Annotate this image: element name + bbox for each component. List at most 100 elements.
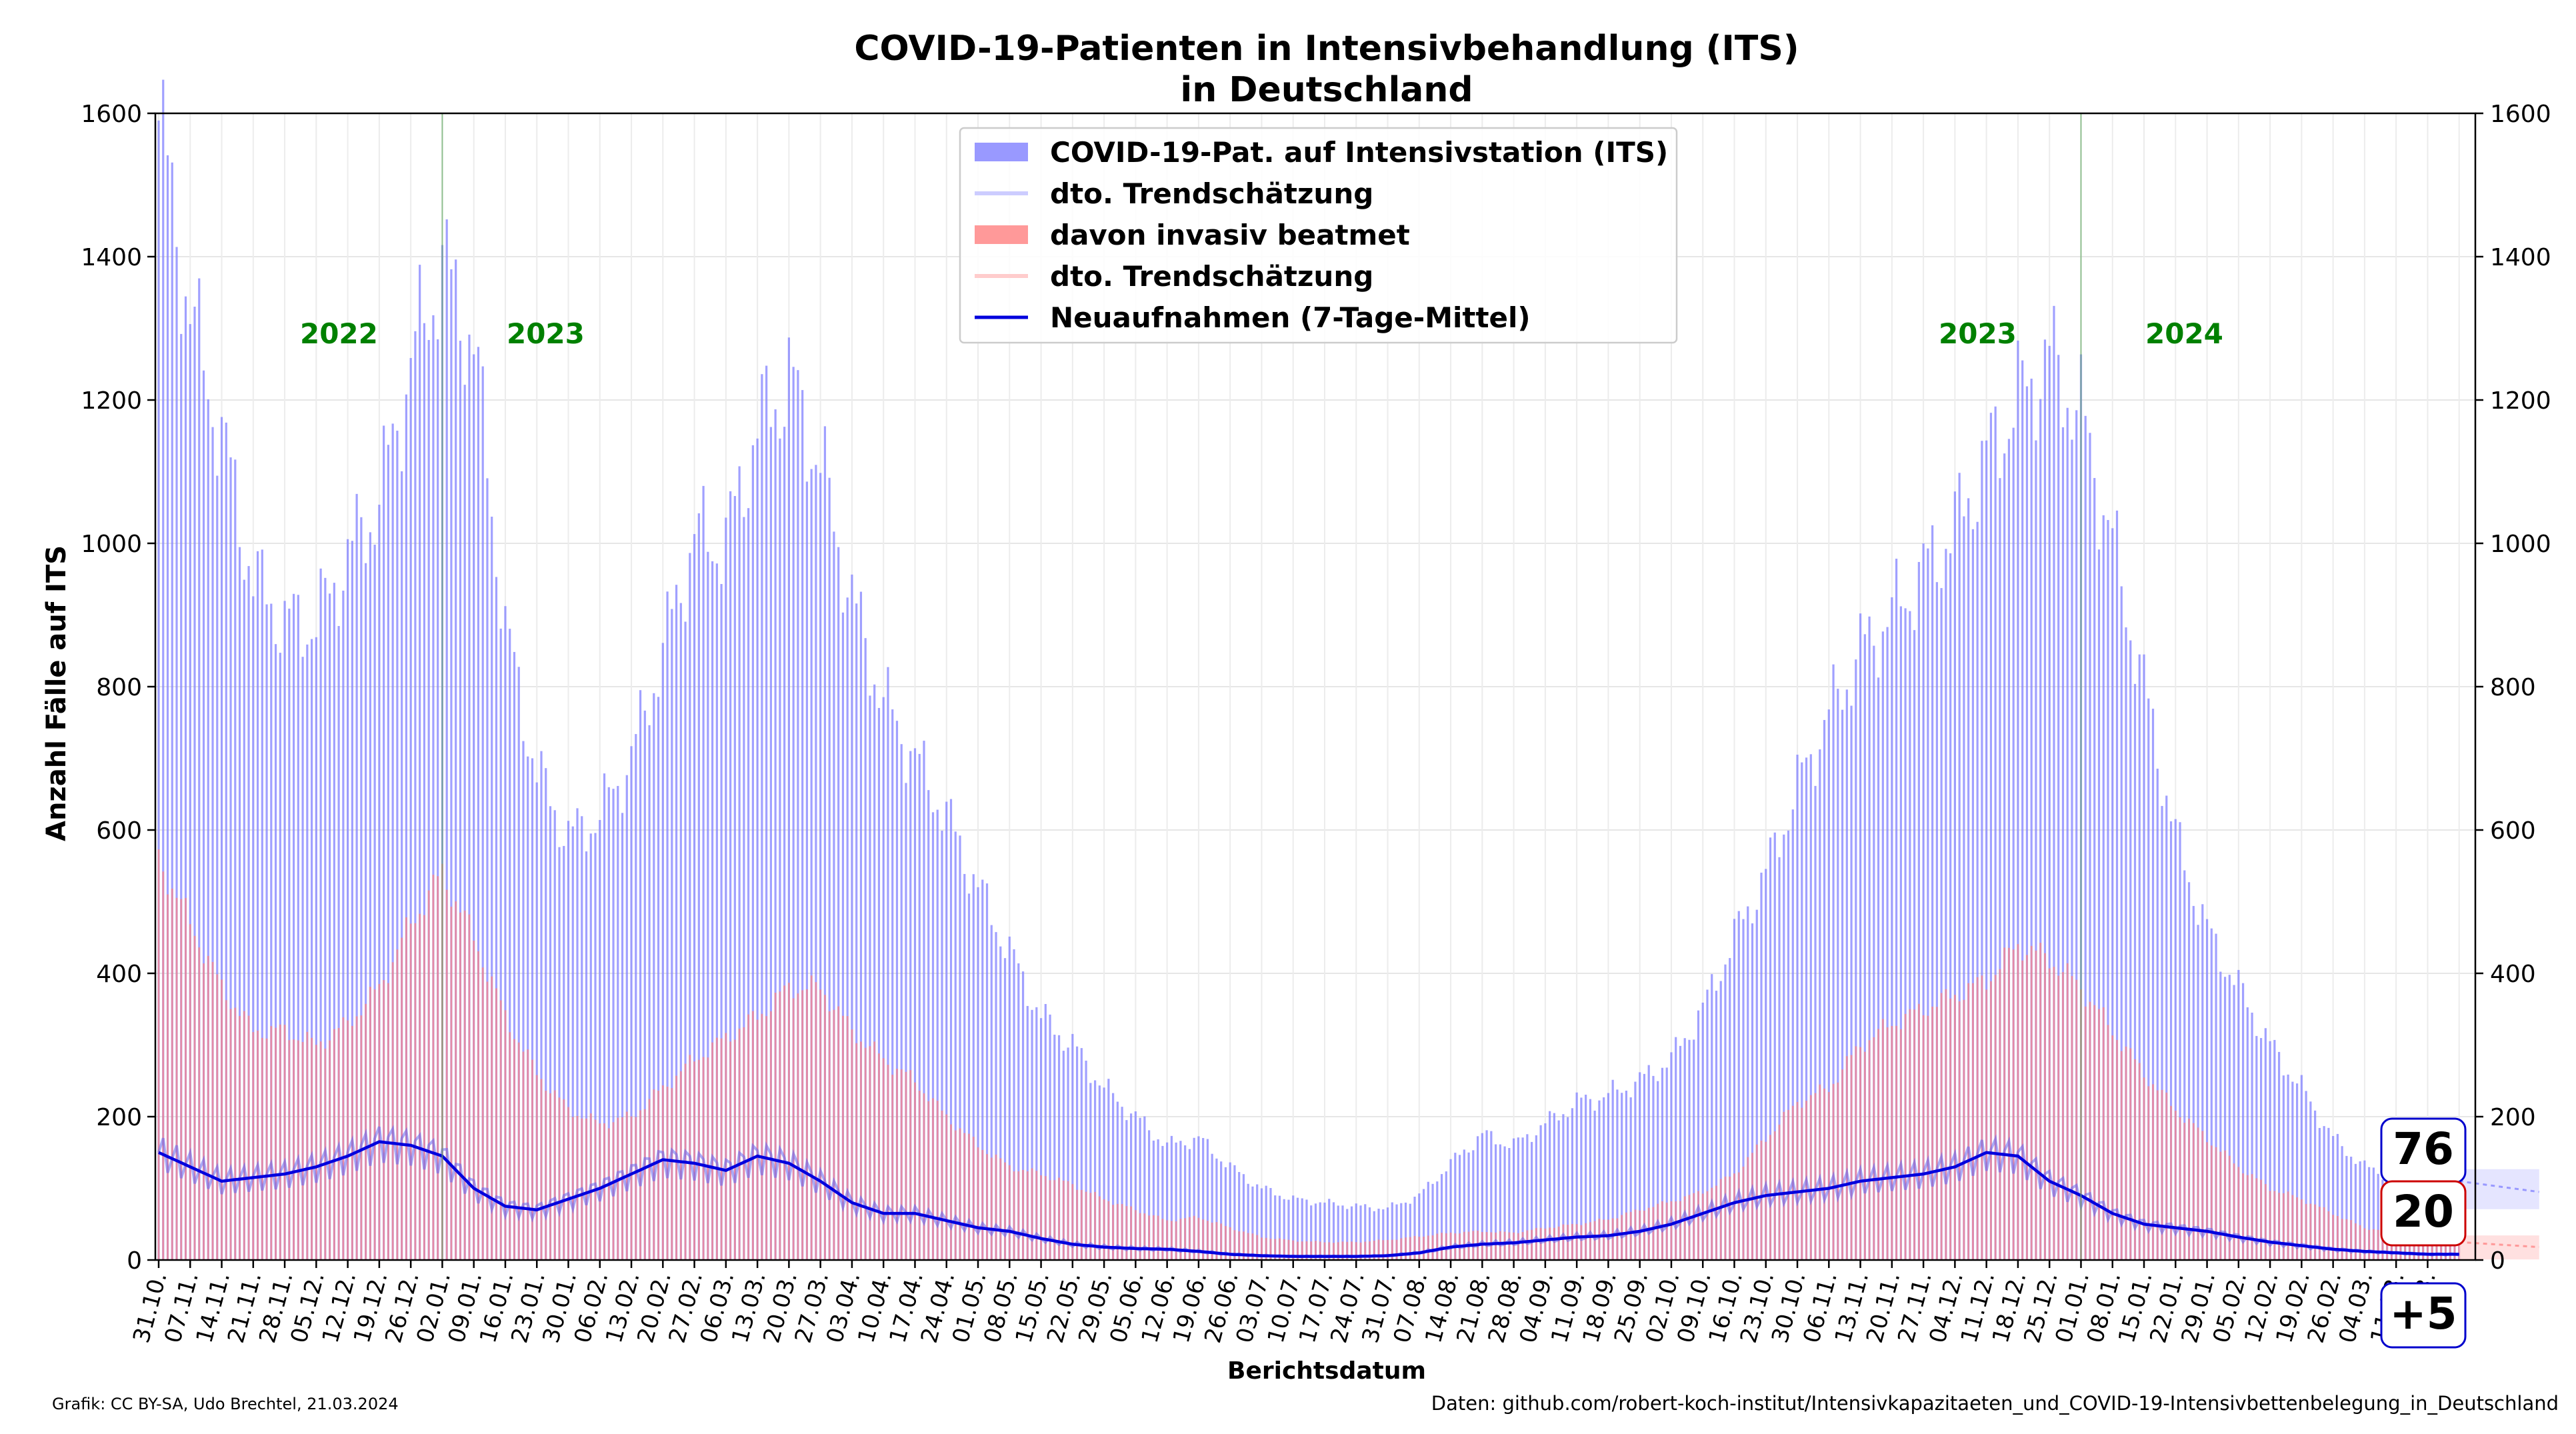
- its-bar: [1508, 1148, 1511, 1260]
- its-bar: [2372, 1167, 2375, 1260]
- its-bar: [220, 417, 223, 1260]
- invasive-bar: [1706, 1191, 1709, 1260]
- invasive-bar: [1152, 1215, 1155, 1260]
- its-bar: [1211, 1153, 1213, 1260]
- its-bar: [2061, 427, 2065, 1261]
- its-bar: [1229, 1162, 1231, 1260]
- its-bar: [751, 445, 754, 1260]
- y-tick-label-left: 200: [96, 1104, 142, 1131]
- its-bar: [1580, 1097, 1583, 1260]
- its-bar: [594, 833, 597, 1260]
- invasive-bar: [2354, 1223, 2357, 1260]
- its-bar: [337, 626, 340, 1260]
- invasive-bar: [2273, 1191, 2276, 1260]
- invasive-bar: [531, 1059, 533, 1260]
- invasive-bar: [1031, 1168, 1033, 1260]
- its-bar: [1409, 1203, 1411, 1260]
- invasive-bar: [2156, 1090, 2159, 1260]
- invasive-bar: [2300, 1199, 2303, 1260]
- its-bar: [1760, 872, 1763, 1260]
- invasive-bar: [2138, 1063, 2141, 1260]
- invasive-bar: [1724, 1176, 1727, 1260]
- invasive-bar: [2377, 1229, 2379, 1260]
- its-bar: [1391, 1202, 1393, 1260]
- its-bar: [1521, 1137, 1524, 1260]
- invasive-bar: [1013, 1171, 1015, 1260]
- y-tick-label-right: 1000: [2490, 531, 2551, 558]
- invasive-bar: [2008, 947, 2010, 1260]
- invasive-bar: [360, 1015, 363, 1260]
- its-bar: [1377, 1209, 1380, 1260]
- its-bar: [1593, 1110, 1596, 1260]
- invasive-bar: [1211, 1223, 1213, 1260]
- invasive-bar: [1351, 1241, 1353, 1260]
- invasive-bar: [477, 951, 479, 1260]
- invasive-bar: [293, 1039, 295, 1260]
- invasive-bar: [1693, 1193, 1695, 1260]
- its-bar: [2035, 440, 2037, 1260]
- its-bar: [2143, 654, 2145, 1260]
- invasive-bar: [2399, 1233, 2402, 1260]
- its-bar: [396, 431, 399, 1260]
- its-bar: [995, 932, 997, 1260]
- its-bar: [1841, 709, 1844, 1260]
- invasive-bar: [1796, 1101, 1799, 1260]
- footer-credit: Grafik: CC BY-SA, Udo Brechtel, 21.03.20…: [52, 1395, 399, 1413]
- its-bar: [2025, 386, 2029, 1260]
- invasive-bar: [1603, 1219, 1605, 1260]
- its-bar: [1265, 1185, 1267, 1260]
- its-bar: [1116, 1101, 1119, 1260]
- its-bar: [414, 331, 417, 1261]
- invasive-bar: [2282, 1193, 2285, 1260]
- its-bar: [360, 517, 363, 1261]
- its-bar: [2151, 709, 2155, 1260]
- invasive-bar: [445, 889, 448, 1260]
- its-bar: [445, 219, 448, 1261]
- invasive-bar: [1801, 1107, 1803, 1260]
- its-bar: [288, 608, 291, 1260]
- invasive-bar: [2251, 1174, 2253, 1260]
- its-bar: [1909, 611, 1911, 1260]
- its-bar: [2169, 821, 2173, 1260]
- invasive-bar: [603, 1123, 605, 1260]
- its-bar: [2296, 1083, 2299, 1260]
- its-bar: [657, 697, 660, 1260]
- its-bar: [1796, 755, 1799, 1260]
- invasive-bar: [657, 1091, 659, 1260]
- its-bar: [1886, 627, 1889, 1260]
- invasive-bar: [607, 1128, 610, 1260]
- invasive-bar: [963, 1133, 966, 1260]
- admissions-change-box-value: +5: [2389, 1288, 2457, 1339]
- its-bar: [1737, 911, 1740, 1260]
- invasive-bar: [1999, 969, 2001, 1260]
- invasive-bar: [2053, 967, 2055, 1260]
- its-bar: [1819, 749, 1821, 1260]
- its-bar: [1773, 832, 1776, 1260]
- invasive-bar: [1733, 1173, 1735, 1260]
- invasive-bar: [1981, 975, 1983, 1260]
- invasive-bar: [1899, 1029, 1902, 1260]
- invasive-bar: [1355, 1242, 1357, 1260]
- invasive-bar: [891, 1075, 894, 1260]
- its-bar: [1719, 981, 1722, 1260]
- invasive-bar: [257, 1030, 259, 1260]
- its-bar: [1179, 1141, 1182, 1260]
- invasive-bar: [1891, 1026, 1893, 1260]
- its-bar: [1152, 1140, 1155, 1260]
- its-bar: [1427, 1181, 1429, 1260]
- invasive-bar: [1679, 1201, 1681, 1260]
- its-bar: [1206, 1139, 1209, 1260]
- invasive-bar: [409, 923, 412, 1260]
- its-bar: [625, 775, 628, 1260]
- its-bar: [2215, 933, 2217, 1260]
- invasive-bar: [193, 935, 196, 1260]
- invasive-bar: [1881, 1019, 1884, 1260]
- its-bar: [1080, 1048, 1083, 1260]
- its-bar: [1647, 1065, 1650, 1260]
- invasive-bar: [1553, 1227, 1555, 1260]
- its-bar: [2264, 1028, 2267, 1260]
- its-bar: [1949, 553, 1952, 1260]
- invasive-bar: [720, 1038, 723, 1260]
- invasive-bar: [1040, 1175, 1042, 1260]
- invasive-bar: [283, 1025, 286, 1260]
